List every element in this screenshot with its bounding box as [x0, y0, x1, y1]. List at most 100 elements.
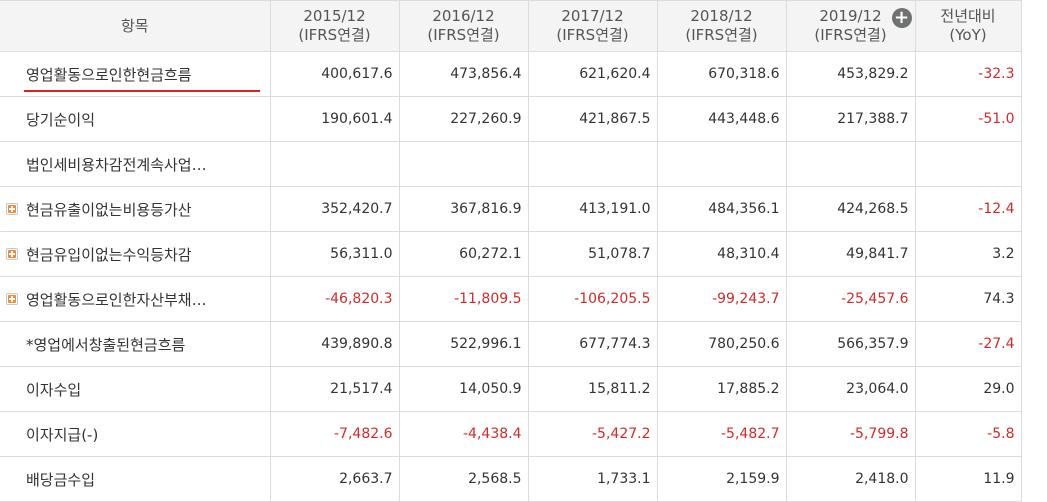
- value-cell: 21,517.4: [269, 366, 400, 412]
- row-label: 이자지급(-): [26, 425, 99, 444]
- row-label: 현금유출이없는비용등가산: [26, 200, 192, 219]
- highlight-underline: [24, 90, 260, 92]
- value-cell: 23,064.0: [785, 366, 916, 412]
- value-cell: -7,482.6: [269, 411, 400, 457]
- yoy-cell: -5.8: [914, 411, 1022, 457]
- value-cell: [398, 141, 529, 187]
- value-cell: 14,050.9: [398, 366, 529, 412]
- plus-icon: [8, 295, 16, 303]
- value-cell: -99,243.7: [656, 276, 787, 322]
- table-row[interactable]: 현금유입이없는수익등차감 56,311.0 60,272.1 51,078.7 48,3…: [0, 231, 1022, 277]
- value-cell: 566,357.9: [785, 321, 916, 367]
- row-label-cell: 이자수입: [0, 366, 271, 412]
- yoy-cell: 11.9: [914, 456, 1022, 502]
- row-label: 영업활동으로인한자산부채…: [26, 290, 207, 309]
- row-label: 당기순이익: [26, 110, 96, 129]
- row-label: 영업활동으로인한현금흐름: [26, 65, 192, 84]
- value-cell: 352,420.7: [269, 186, 400, 232]
- yoy-cell: 74.3: [914, 276, 1022, 322]
- table-row[interactable]: 배당금수입 2,663.7 2,568.5 1,733.1 2,159.9 2,418.0…: [0, 456, 1022, 502]
- table-row[interactable]: 이자수입 21,517.4 14,050.9 15,811.2 17,885.2 23,0…: [0, 366, 1022, 412]
- plus-circle-icon[interactable]: +: [891, 8, 912, 28]
- table-row[interactable]: 영업활동으로인한자산부채… -46,820.3 -11,809.5 -106,205.…: [0, 276, 1022, 322]
- row-label-cell: 영업활동으로인한현금흐름: [0, 51, 271, 97]
- value-cell: 2,663.7: [269, 456, 400, 502]
- yoy-cell: -12.4: [914, 186, 1022, 232]
- value-cell: [527, 141, 658, 187]
- value-cell: 421,867.5: [527, 96, 658, 142]
- value-cell: [785, 141, 916, 187]
- row-label: 배당금수입: [26, 470, 96, 489]
- expand-row-icon[interactable]: [6, 248, 18, 260]
- value-cell: 367,816.9: [398, 186, 529, 232]
- yoy-cell: -32.3: [914, 51, 1022, 97]
- value-cell: -106,205.5: [527, 276, 658, 322]
- yoy-cell: -27.4: [914, 321, 1022, 367]
- yoy-cell: -51.0: [914, 96, 1022, 142]
- expand-row-icon[interactable]: [6, 293, 18, 305]
- value-cell: 51,078.7: [527, 231, 658, 277]
- value-cell: [269, 141, 400, 187]
- value-cell: 17,885.2: [656, 366, 787, 412]
- table-row[interactable]: *영업에서창출된현금흐름 439,890.8 522,996.1 677,774.3 7…: [0, 321, 1022, 367]
- header-yoy: 전년대비 (YoY): [914, 0, 1022, 52]
- table-row[interactable]: 당기순이익 190,601.4 227,260.9 421,867.5 443,448.…: [0, 96, 1022, 142]
- plus-icon: [8, 205, 16, 213]
- value-cell: 15,811.2: [527, 366, 658, 412]
- row-label-cell: 현금유출이없는비용등가산: [0, 186, 271, 232]
- row-label-cell: 현금유입이없는수익등차감: [0, 231, 271, 277]
- cash-flow-table: 항목 2015/12 (IFRS연결) 2016/12 (IFRS연결) 2017/…: [0, 0, 1022, 502]
- value-cell: 2,568.5: [398, 456, 529, 502]
- value-cell: -5,427.2: [527, 411, 658, 457]
- value-cell: -11,809.5: [398, 276, 529, 322]
- value-cell: 49,841.7: [785, 231, 916, 277]
- value-cell: 190,601.4: [269, 96, 400, 142]
- value-cell: 439,890.8: [269, 321, 400, 367]
- table-row[interactable]: 법인세비용차감전계속사업…: [0, 141, 1022, 187]
- table-row[interactable]: 이자지급(-) -7,482.6 -4,438.4 -5,427.2 -5,482.7-…: [0, 411, 1022, 457]
- value-cell: -5,799.8: [785, 411, 916, 457]
- value-cell: 1,733.1: [527, 456, 658, 502]
- row-label-cell: 이자지급(-): [0, 411, 271, 457]
- yoy-cell: [914, 141, 1022, 187]
- header-period: 2016/12 (IFRS연결): [398, 0, 529, 52]
- value-cell: 473,856.4: [398, 51, 529, 97]
- value-cell: 780,250.6: [656, 321, 787, 367]
- header-period: 2018/12 (IFRS연결): [656, 0, 787, 52]
- value-cell: 2,159.9: [656, 456, 787, 502]
- value-cell: -46,820.3: [269, 276, 400, 322]
- row-label: 이자수입: [26, 380, 82, 399]
- row-label-cell: 당기순이익: [0, 96, 271, 142]
- value-cell: 413,191.0: [527, 186, 658, 232]
- row-label: 법인세비용차감전계속사업…: [26, 155, 207, 174]
- value-cell: 670,318.6: [656, 51, 787, 97]
- value-cell: 453,829.2: [785, 51, 916, 97]
- value-cell: 443,448.6: [656, 96, 787, 142]
- row-label-cell: 배당금수입: [0, 456, 271, 502]
- header-period: 2017/12 (IFRS연결): [527, 0, 658, 52]
- row-label-cell: 영업활동으로인한자산부채…: [0, 276, 271, 322]
- value-cell: 424,268.5: [785, 186, 916, 232]
- value-cell: -5,482.7: [656, 411, 787, 457]
- table-row[interactable]: 현금유출이없는비용등가산 352,420.7 367,816.9 413,191.0 4…: [0, 186, 1022, 232]
- row-label-cell: *영업에서창출된현금흐름: [0, 321, 271, 367]
- value-cell: -25,457.6: [785, 276, 916, 322]
- yoy-cell: 29.0: [914, 366, 1022, 412]
- value-cell: 48,310.4: [656, 231, 787, 277]
- header-period: 2015/12 (IFRS연결): [269, 0, 400, 52]
- row-label: *영업에서창출된현금흐름: [26, 335, 186, 354]
- value-cell: 621,620.4: [527, 51, 658, 97]
- expand-row-icon[interactable]: [6, 203, 18, 215]
- value-cell: -4,438.4: [398, 411, 529, 457]
- value-cell: 2,418.0: [785, 456, 916, 502]
- header-period: 2019/12 (IFRS연결) +: [785, 0, 916, 52]
- table-row[interactable]: 영업활동으로인한현금흐름 400,617.6 473,856.4 621,620.4 6…: [0, 51, 1022, 97]
- value-cell: 217,388.7: [785, 96, 916, 142]
- value-cell: [656, 141, 787, 187]
- yoy-cell: 3.2: [914, 231, 1022, 277]
- value-cell: 677,774.3: [527, 321, 658, 367]
- row-label-cell: 법인세비용차감전계속사업…: [0, 141, 271, 187]
- row-label: 현금유입이없는수익등차감: [26, 245, 192, 264]
- header-item: 항목: [0, 0, 271, 52]
- value-cell: 227,260.9: [398, 96, 529, 142]
